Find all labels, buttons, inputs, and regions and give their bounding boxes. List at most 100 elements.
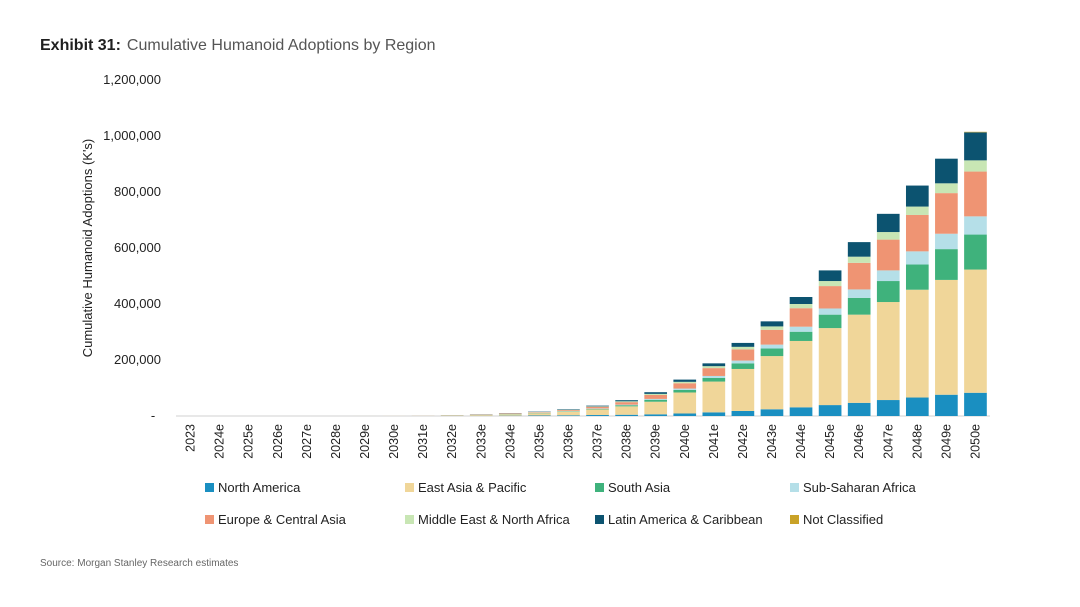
legend-swatch: [595, 515, 604, 524]
x-tick-label: 2032e: [445, 424, 459, 459]
bar-segment: [905, 185, 929, 207]
bar-segment: [673, 388, 697, 390]
chart-title: Cumulative Humanoid Adoptions by Region: [126, 37, 436, 54]
bar-segment: [586, 406, 609, 409]
y-tick-label: 1,200,000: [103, 72, 161, 87]
bar-segment: [935, 233, 958, 250]
bar-segment: [818, 270, 842, 282]
bar-segment: [644, 414, 668, 416]
bar-segment: [818, 308, 842, 315]
bar-segment: [935, 158, 958, 184]
bar-segment: [905, 206, 929, 215]
x-tick-label: 2024e: [213, 424, 227, 459]
bar-segment: [702, 412, 726, 416]
legend-item: South Asia: [595, 480, 670, 495]
bar-segment: [876, 302, 900, 401]
bar-segment: [615, 405, 638, 407]
y-tick-label: 1,000,000: [103, 128, 161, 143]
x-tick-label: 2040e: [678, 424, 692, 459]
x-tick-label: 2030e: [387, 424, 401, 459]
bar-segment: [789, 326, 813, 332]
bar-segment: [760, 409, 784, 416]
bar-segment: [528, 415, 551, 416]
bar-segment: [935, 193, 958, 234]
bar-segment: [557, 409, 580, 410]
y-axis-ticks: - 200,000 400,000 600,000 800,000 1,000,000 1,…: [103, 72, 161, 423]
x-axis-ticks: 2023 2024e 2025e 2026e 2027e 2028e 2029e 2030e 2…: [184, 424, 983, 459]
x-tick-label: 2046e: [852, 424, 866, 459]
bar-segment: [818, 286, 842, 309]
bar-segment: [876, 213, 900, 233]
bar-segment: [469, 414, 493, 416]
bar-segment: [557, 410, 580, 411]
bar-segment: [673, 381, 697, 384]
y-tick-label: 200,000: [114, 352, 161, 367]
y-tick-label: 400,000: [114, 296, 161, 311]
bar-segment: [905, 251, 929, 265]
legend-label: Sub-Saharan Africa: [803, 480, 916, 495]
bar-segment: [731, 342, 755, 347]
bar-segment: [789, 340, 813, 408]
bar-segment: [964, 160, 987, 172]
bar-segment: [644, 401, 668, 415]
x-tick-label: 2029e: [358, 424, 372, 459]
bar-segment: [731, 346, 755, 350]
legend-item: Middle East & North Africa: [405, 512, 570, 527]
legend-label: South Asia: [608, 480, 671, 495]
bar-segment: [876, 270, 900, 282]
legend-label: Europe & Central Asia: [218, 512, 346, 527]
bar-segment: [876, 281, 900, 303]
x-tick-label: 2035e: [532, 424, 546, 459]
legend-swatch: [790, 515, 799, 524]
bar-segment: [964, 269, 987, 393]
bar-segment: [818, 281, 842, 287]
bar-segment: [760, 356, 784, 410]
bar-segment: [847, 314, 871, 403]
bar-segment: [789, 308, 813, 327]
x-tick-label: 2050e: [968, 424, 982, 459]
bar-segment: [702, 377, 726, 382]
bar-segment: [905, 289, 929, 398]
legend-label: Latin America & Caribbean: [608, 512, 763, 527]
legend-swatch: [205, 515, 214, 524]
bar-segment: [847, 242, 871, 257]
bar-segment: [935, 279, 958, 395]
y-tick-label: 800,000: [114, 184, 161, 199]
bar-segment: [702, 366, 726, 369]
bar-segment: [498, 414, 522, 416]
x-tick-label: 2034e: [503, 424, 517, 459]
bar-segment: [789, 297, 813, 304]
legend-item: Sub-Saharan Africa: [790, 480, 916, 495]
bar-segment: [935, 394, 958, 416]
bar-segment: [615, 414, 638, 416]
bar-segment: [702, 375, 726, 378]
bar-segment: [702, 363, 726, 367]
bar-segment: [528, 412, 551, 413]
bar-segment: [905, 214, 929, 252]
bar-segment: [964, 171, 987, 217]
legend-swatch: [205, 483, 214, 492]
exhibit-label: Exhibit 31:: [40, 37, 121, 54]
bar-stacks: [353, 131, 987, 416]
bar-segment: [731, 360, 755, 364]
legend-item: Not Classified: [790, 512, 883, 527]
bar-segment: [876, 239, 900, 271]
bar-segment: [615, 404, 638, 406]
x-tick-label: 2044e: [794, 424, 808, 459]
x-tick-label: 2039e: [649, 424, 663, 459]
bar-segment: [818, 328, 842, 406]
bar-segment: [964, 131, 987, 133]
bar-segment: [586, 415, 609, 416]
legend-item: East Asia & Pacific: [405, 480, 526, 495]
bar-segment: [847, 297, 871, 315]
bar-segment: [644, 392, 668, 394]
x-tick-label: 2031e: [416, 424, 430, 459]
bar-segment: [673, 392, 697, 414]
x-tick-label: 2027e: [300, 424, 314, 459]
x-tick-label: 2042e: [736, 424, 750, 459]
bar-segment: [818, 405, 842, 416]
legend-item: Europe & Central Asia: [205, 512, 346, 527]
bar-segment: [586, 409, 609, 416]
bar-segment: [557, 415, 580, 416]
bar-segment: [789, 304, 813, 309]
